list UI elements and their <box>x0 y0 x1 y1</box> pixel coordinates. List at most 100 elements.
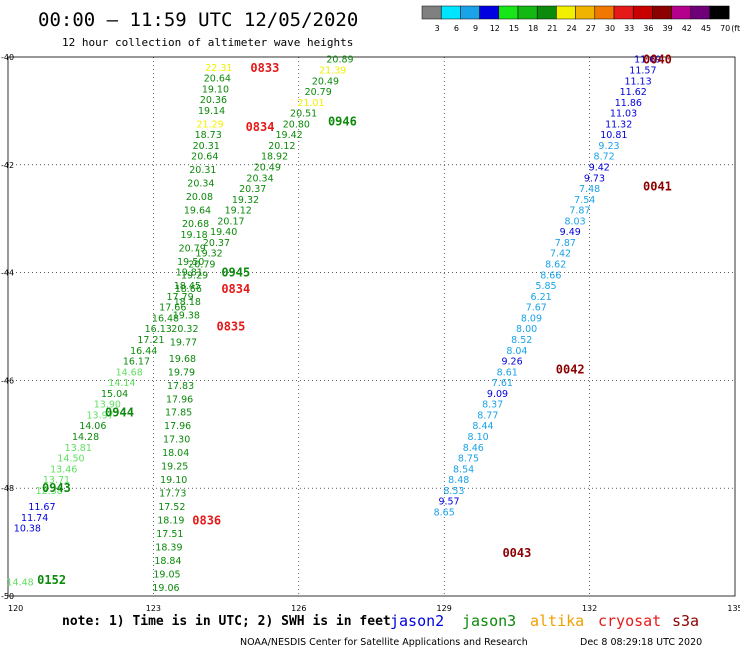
y-tick-label: -48 <box>1 484 14 493</box>
wave-height-value: 19.38 <box>173 311 200 322</box>
wave-height-value: 13.90 <box>94 400 121 411</box>
colorbar-label: 9 <box>473 24 478 33</box>
wave-height-value: 19.40 <box>210 227 237 238</box>
wave-height-value: 16.44 <box>130 346 157 357</box>
wave-height-value: 11.57 <box>629 65 656 76</box>
colorbar-label: 18 <box>528 24 538 33</box>
wave-height-value: 11.74 <box>21 513 48 524</box>
wave-height-value: 21.29 <box>197 119 224 130</box>
wave-height-value: 20.51 <box>290 109 317 120</box>
wave-height-value: 17.30 <box>163 435 190 446</box>
colorbar-label: 24 <box>567 24 577 33</box>
wave-height-value: 10.38 <box>14 524 41 535</box>
wave-height-value: 9.73 <box>584 173 605 184</box>
wave-height-value: 20.37 <box>239 184 266 195</box>
wave-height-value: 8.52 <box>511 335 532 346</box>
pass-time-label: 0043 <box>502 546 531 560</box>
colorbar-swatch <box>632 5 653 20</box>
wave-height-value: 20.79 <box>305 87 332 98</box>
wave-height-value: 19.32 <box>232 195 259 206</box>
wave-height-value: 16.48 <box>152 313 179 324</box>
wave-height-value: 8.61 <box>497 367 518 378</box>
wave-height-value: 20.49 <box>254 162 281 173</box>
wave-height-value: 19.68 <box>169 354 196 365</box>
wave-height-value: 17.85 <box>165 408 192 419</box>
x-tick-label: 135 <box>727 604 740 613</box>
page-title: 00:00 – 11:59 UTC 12/05/2020 <box>38 9 358 31</box>
wave-height-value: 14.50 <box>57 454 84 465</box>
wave-height-value: 8.72 <box>594 152 615 163</box>
pass-time-label: 0945 <box>221 266 250 280</box>
wave-height-value: 8.04 <box>506 346 527 357</box>
wave-height-value: 14.28 <box>72 432 99 443</box>
colorbar-swatch <box>556 5 576 20</box>
wave-height-value: 19.81 <box>176 268 203 279</box>
wave-height-value: 20.31 <box>189 165 216 176</box>
wave-height-value: 20.64 <box>204 74 231 85</box>
wave-height-value: 19.06 <box>152 583 179 594</box>
wave-height-value: 7.87 <box>569 206 590 217</box>
colorbar-label: 21 <box>547 24 557 33</box>
wave-height-value: 18.66 <box>175 284 202 295</box>
wave-height-value: 20.12 <box>268 141 295 152</box>
wave-height-value: 19.10 <box>202 84 229 95</box>
wave-height-value: 14.14 <box>108 378 135 389</box>
wave-height-value: 13.46 <box>50 464 77 475</box>
wave-height-value: 7.42 <box>550 249 571 260</box>
wave-height-value: 18.84 <box>154 556 181 567</box>
wave-height-value: 20.80 <box>283 119 310 130</box>
colorbar-label: 27 <box>586 24 596 33</box>
wave-height-value: 11.13 <box>624 76 651 87</box>
pass-time-label: 0152 <box>37 573 66 587</box>
wave-height-value: 18.19 <box>157 516 184 527</box>
satellite-legend: jason2 jason3 altika cryosat s3a <box>390 612 699 630</box>
colorbar-label: 15 <box>509 24 519 33</box>
wave-height-value: 17.66 <box>159 303 186 314</box>
pass-time-label: 0943 <box>42 481 71 495</box>
y-tick-label: -46 <box>1 376 14 385</box>
wave-height-value: 18.18 <box>174 297 201 308</box>
wave-height-value: 14.68 <box>116 367 143 378</box>
wave-height-value: 18.04 <box>162 448 189 459</box>
wave-height-value: 6.21 <box>531 292 552 303</box>
wave-height-value: 7.54 <box>574 195 595 206</box>
colorbar-swatch <box>594 5 615 20</box>
footer-credit: NOAA/NESDIS Center for Satellite Applica… <box>240 637 528 648</box>
wave-height-value: 19.05 <box>153 569 180 580</box>
wave-height-value: 14.06 <box>79 421 106 432</box>
wave-height-value: 19.10 <box>160 475 187 486</box>
colorbar-swatch <box>421 5 442 20</box>
colorbar-label: 33 <box>624 24 634 33</box>
wave-height-value: 8.54 <box>453 464 474 475</box>
wave-height-value: 21.01 <box>297 98 324 109</box>
wave-height-value: 21.39 <box>319 65 346 76</box>
wave-height-value: 17.96 <box>164 421 191 432</box>
wave-height-value: 19.32 <box>196 249 223 260</box>
colorbar-swatch <box>460 5 480 20</box>
x-tick-label: 132 <box>582 604 597 613</box>
wave-height-value: 18.45 <box>174 281 201 292</box>
wave-height-value: 11.86 <box>615 98 642 109</box>
plot-area: 120 123 126 129 132 135 -40 -42 -44 -46 -48 -50 22.3… <box>1 53 740 613</box>
wave-height-value: 8.66 <box>540 270 561 281</box>
legend-jason3: jason3 <box>462 612 516 630</box>
colorbar-label: 39 <box>663 24 673 33</box>
wave-height-value: 8.10 <box>468 432 489 443</box>
wave-height-value: 15.04 <box>101 389 128 400</box>
wave-height-value: 17.51 <box>156 529 183 540</box>
colorbar-swatch <box>575 5 596 20</box>
pass-time-label: 0834 <box>221 282 250 296</box>
colorbar-swatch <box>536 5 557 20</box>
wave-height-value: 20.36 <box>200 95 227 106</box>
wave-height-value: 9.42 <box>589 162 610 173</box>
wave-height-value: 19.77 <box>170 338 197 349</box>
wave-height-value: 7.67 <box>526 303 547 314</box>
wave-height-value: 20.34 <box>187 179 214 190</box>
pass-time-label: 0834 <box>246 120 275 134</box>
legend-altika: altika <box>530 612 584 630</box>
wave-height-value: 11.69 <box>634 55 661 66</box>
wave-height-value: 8.09 <box>521 313 542 324</box>
wave-height-value: 19.64 <box>184 206 211 217</box>
track-s3a: 11.6911.5711.1311.6211.8611.0311.3210.81… <box>434 55 662 519</box>
